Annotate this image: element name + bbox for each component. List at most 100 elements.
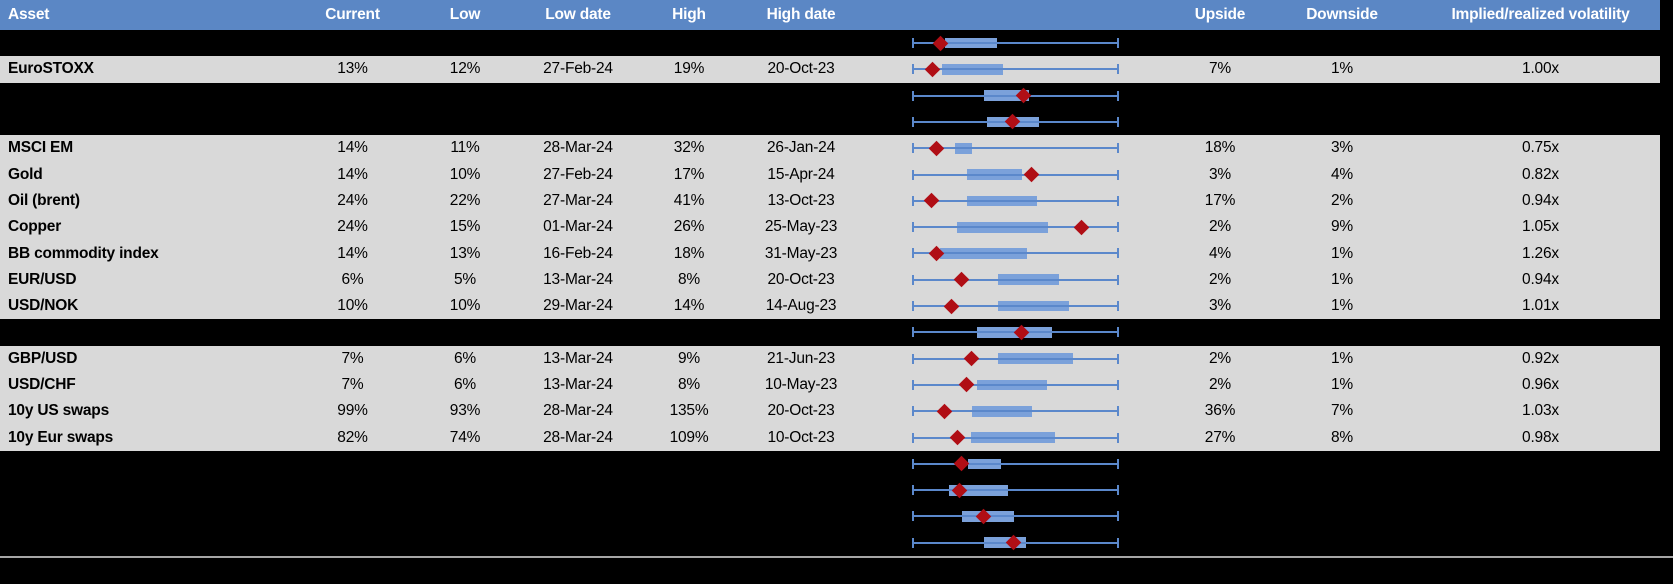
current-cell <box>295 477 410 503</box>
range-whisker-line <box>913 226 1118 229</box>
range-whisker-line <box>913 410 1118 413</box>
box-whisker-plot <box>912 56 1119 82</box>
current-marker-diamond-icon <box>937 403 953 420</box>
current-marker-diamond-icon <box>1023 166 1039 183</box>
current-cell: 10% <box>337 297 368 315</box>
upside-cell <box>1135 83 1305 109</box>
range-plot-cell <box>860 503 1135 529</box>
low-date-cell: 13-Mar-24 <box>543 349 613 367</box>
whisker-right-cap <box>1117 458 1119 469</box>
high-date-cell <box>742 109 860 135</box>
low-date-cell: 13-Mar-24 <box>543 376 613 393</box>
asset-cell: 10y Eur swaps <box>8 428 114 446</box>
implied-realized-cell <box>1379 109 1660 135</box>
bottom-divider-line <box>0 555 1673 558</box>
table-row: Copper 24% 15% 01-Mar-24 26% 25-May-23 2… <box>0 214 1660 241</box>
low-date-cell: 01-Mar-24 <box>543 218 613 236</box>
range-plot-cell <box>860 346 1135 372</box>
high-cell: 17% <box>673 165 705 183</box>
whisker-right-cap <box>1117 222 1119 233</box>
asset-cell: GBP/USD <box>8 349 78 367</box>
current-cell <box>295 83 410 109</box>
upside-cell <box>1135 109 1305 135</box>
asset-cell <box>0 109 295 135</box>
current-marker-diamond-icon <box>923 193 939 209</box>
range-whisker-line <box>913 147 1118 150</box>
high-cell: 8% <box>677 376 700 393</box>
whisker-right-cap <box>1117 537 1119 548</box>
high-cell <box>636 503 742 529</box>
asset-cell: USD/NOK <box>8 297 79 315</box>
asset-cell <box>0 30 295 56</box>
high-date-cell: 13-Oct-23 <box>767 191 835 209</box>
range-plot-cell <box>860 424 1135 450</box>
whisker-right-cap <box>1117 169 1119 180</box>
asset-cell: Oil (brent) <box>8 191 80 209</box>
whisker-left-cap <box>912 64 914 75</box>
low-date-cell <box>520 477 636 503</box>
asset-cell <box>0 451 295 477</box>
upside-cell <box>1135 530 1305 556</box>
downside-cell: 3% <box>1330 139 1353 157</box>
whisker-right-cap <box>1117 195 1119 206</box>
low-cell: 74% <box>449 428 481 446</box>
upside-cell <box>1135 319 1305 345</box>
high-cell: 32% <box>673 139 705 157</box>
high-date-cell: 15-Apr-24 <box>767 165 835 183</box>
high-date-cell: 25-May-23 <box>764 218 838 236</box>
implied-realized-cell: 1.00x <box>1522 60 1559 78</box>
upside-cell: 2% <box>1208 218 1231 236</box>
range-plot-cell <box>860 451 1135 477</box>
whisker-right-cap <box>1117 379 1119 390</box>
range-whisker-line <box>913 489 1118 492</box>
current-marker-diamond-icon <box>949 429 965 446</box>
range-plot-cell <box>860 161 1135 187</box>
high-date-cell: 10-May-23 <box>764 376 838 393</box>
low-cell <box>410 109 520 135</box>
low-date-cell: 16-Feb-24 <box>543 244 613 262</box>
asset-cell <box>0 83 295 109</box>
downside-cell: 1% <box>1330 244 1353 262</box>
whisker-right-cap <box>1117 485 1119 496</box>
implied-realized-cell: 1.01x <box>1522 297 1559 315</box>
downside-cell: 7% <box>1330 402 1353 420</box>
high-cell: 109% <box>669 428 709 446</box>
current-cell: 24% <box>337 191 368 209</box>
current-marker-diamond-icon <box>929 140 945 157</box>
whisker-right-cap <box>1117 38 1119 49</box>
range-whisker-line <box>913 68 1118 71</box>
high-cell: 135% <box>669 402 709 420</box>
box-whisker-plot <box>912 503 1119 529</box>
low-date-cell: 29-Mar-24 <box>543 297 613 315</box>
upside-cell: 2% <box>1208 270 1231 288</box>
high-cell <box>636 83 742 109</box>
downside-cell <box>1305 83 1379 109</box>
table-row <box>0 108 1660 136</box>
range-whisker-line <box>913 462 1118 465</box>
upside-cell: 2% <box>1208 376 1231 393</box>
implied-realized-cell <box>1379 83 1660 109</box>
whisker-left-cap <box>912 537 914 548</box>
box-whisker-plot <box>912 214 1119 240</box>
low-cell: 12% <box>449 60 481 78</box>
box-whisker-plot <box>912 424 1119 450</box>
downside-cell <box>1305 530 1379 556</box>
range-whisker-line <box>913 436 1118 439</box>
table-row: USD/NOK 10% 10% 29-Mar-24 14% 14-Aug-23 … <box>0 292 1660 320</box>
box-whisker-plot <box>912 451 1119 477</box>
range-plot-cell <box>860 214 1135 240</box>
high-date-cell: 31-May-23 <box>764 244 838 262</box>
low-date-cell <box>520 503 636 529</box>
box-whisker-plot <box>912 477 1119 503</box>
current-cell <box>295 451 410 477</box>
whisker-right-cap <box>1117 274 1119 285</box>
table-row <box>0 529 1660 556</box>
whisker-left-cap <box>912 406 914 417</box>
downside-cell: 4% <box>1330 165 1353 183</box>
range-whisker-line <box>913 173 1118 176</box>
box-whisker-plot <box>912 109 1119 135</box>
box-whisker-plot <box>912 319 1119 345</box>
low-date-cell: 28-Mar-24 <box>543 139 613 157</box>
low-cell: 93% <box>449 402 481 420</box>
downside-cell <box>1305 451 1379 477</box>
